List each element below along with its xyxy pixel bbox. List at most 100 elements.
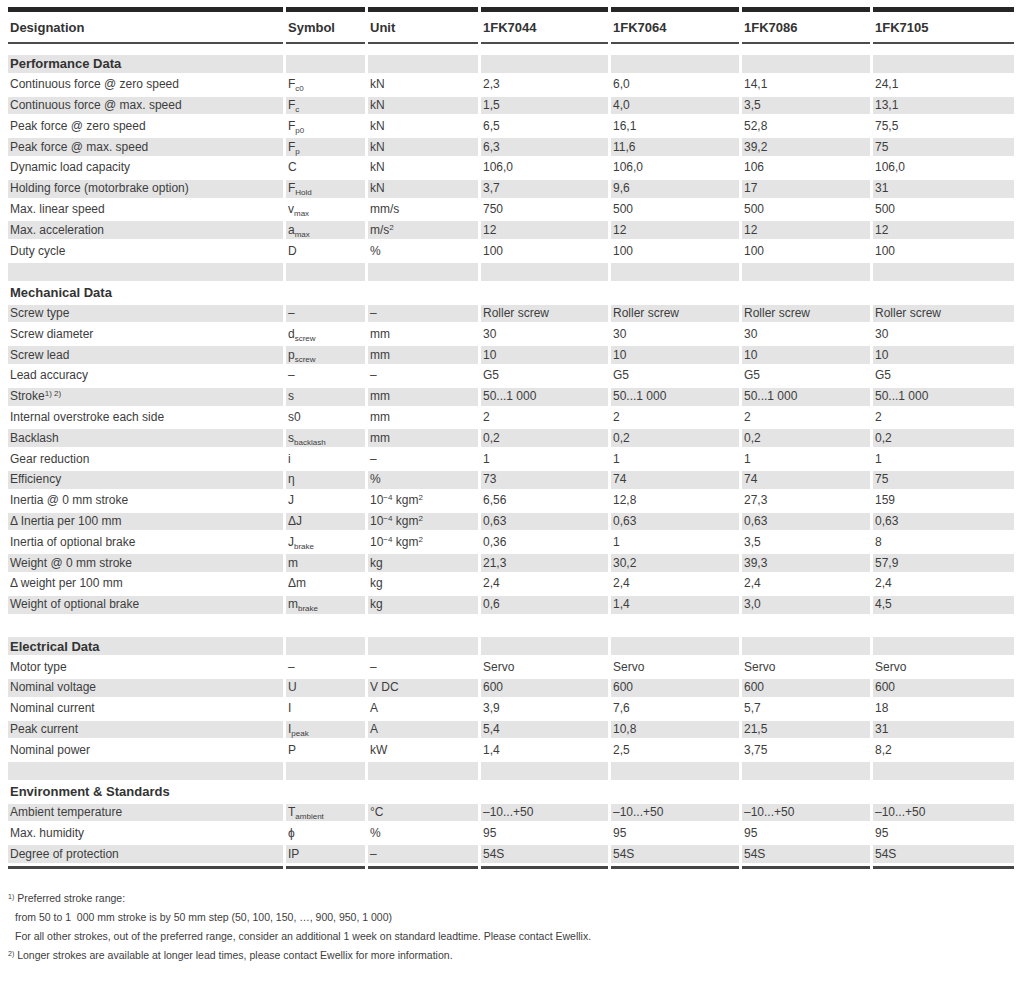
section-header-cell bbox=[286, 637, 365, 655]
value-cell: 52,8 bbox=[742, 117, 870, 135]
table-row: Peak force @ max. speedFpkN6,311,639,275 bbox=[8, 138, 1014, 156]
value-cell: 600 bbox=[873, 679, 1014, 697]
value-cell: 21,3 bbox=[481, 554, 608, 572]
table-row: Efficiencyη%73747475 bbox=[8, 471, 1014, 489]
value-cell: 2 bbox=[481, 409, 608, 427]
bottom-rule-cell bbox=[873, 866, 1014, 869]
spacer-cell bbox=[8, 263, 283, 281]
unit-cell: kN bbox=[368, 117, 478, 135]
column-header-model-1fk7064: 1FK7064 bbox=[611, 7, 739, 44]
value-cell: 2,4 bbox=[742, 575, 870, 593]
value-cell: 12 bbox=[742, 221, 870, 239]
value-cell: G5 bbox=[611, 367, 739, 385]
value-cell: 600 bbox=[611, 679, 739, 697]
spec-table: Designation Symbol Unit 1FK7044 1FK7064 … bbox=[5, 4, 1017, 872]
unit-cell: mm bbox=[368, 346, 478, 364]
spacer-cell bbox=[8, 762, 283, 780]
table-row: Δ Inertia per 100 mmΔJ10−4 kgm20,630,630… bbox=[8, 513, 1014, 531]
value-cell: 5,4 bbox=[481, 721, 608, 739]
section-header-row: Environment & Standards bbox=[8, 783, 1014, 801]
value-cell: 54S bbox=[611, 845, 739, 863]
value-cell: 2,4 bbox=[873, 575, 1014, 593]
spacer-cell bbox=[286, 617, 365, 635]
unit-cell: mm bbox=[368, 429, 478, 447]
value-cell: 2 bbox=[742, 409, 870, 427]
section-spacer-row bbox=[8, 263, 1014, 281]
datasheet-page: Designation Symbol Unit 1FK7044 1FK7064 … bbox=[0, 0, 1024, 965]
value-cell: 600 bbox=[481, 679, 608, 697]
table-row: Degree of protectionIP–54S54S54S54S bbox=[8, 845, 1014, 863]
value-cell: 10,8 bbox=[611, 721, 739, 739]
symbol-cell: dscrew bbox=[286, 325, 365, 343]
value-cell: Roller screw bbox=[742, 305, 870, 323]
value-cell: 14,1 bbox=[742, 76, 870, 94]
value-cell: 2,3 bbox=[481, 76, 608, 94]
table-row: Screw leadpscrewmm10101010 bbox=[8, 346, 1014, 364]
section-header-cell bbox=[873, 55, 1014, 73]
column-header-symbol: Symbol bbox=[286, 7, 365, 44]
table-row: Nominal currentIA3,97,65,718 bbox=[8, 700, 1014, 718]
unit-cell: kN bbox=[368, 97, 478, 115]
unit-cell: 10−4 kgm2 bbox=[368, 533, 478, 551]
value-cell: 1 bbox=[611, 533, 739, 551]
section-header-cell bbox=[611, 55, 739, 73]
section-header-row: Performance Data bbox=[8, 55, 1014, 73]
symbol-cell: ϕ bbox=[286, 824, 365, 842]
value-cell: –10...+50 bbox=[742, 804, 870, 822]
value-cell: 12,8 bbox=[611, 492, 739, 510]
value-cell: 27,3 bbox=[742, 492, 870, 510]
designation-cell: Max. linear speed bbox=[8, 201, 283, 219]
designation-cell: Duty cycle bbox=[8, 242, 283, 260]
spacer-cell bbox=[873, 617, 1014, 635]
value-cell: 75 bbox=[873, 138, 1014, 156]
table-row: Holding force (motorbrake option)FHoldkN… bbox=[8, 180, 1014, 198]
table-row: Inertia @ 0 mm strokeJ10−4 kgm26,5612,82… bbox=[8, 492, 1014, 510]
symbol-cell: mbrake bbox=[286, 596, 365, 614]
symbol-cell: Fp bbox=[286, 138, 365, 156]
value-cell: Roller screw bbox=[481, 305, 608, 323]
designation-cell: Inertia @ 0 mm stroke bbox=[8, 492, 283, 510]
value-cell: 30,2 bbox=[611, 554, 739, 572]
symbol-cell: Tambient bbox=[286, 804, 365, 822]
column-header-unit: Unit bbox=[368, 7, 478, 44]
symbol-cell: η bbox=[286, 471, 365, 489]
section-header-cell bbox=[368, 637, 478, 655]
value-cell: 95 bbox=[611, 824, 739, 842]
symbol-cell: – bbox=[286, 367, 365, 385]
value-cell: 75 bbox=[873, 471, 1014, 489]
section-header-cell bbox=[742, 783, 870, 801]
value-cell: 50...1 000 bbox=[611, 388, 739, 406]
value-cell: 8 bbox=[873, 533, 1014, 551]
table-row: Max. linear speedvmaxmm/s750500500500 bbox=[8, 201, 1014, 219]
table-row: Peak currentIpeakA5,410,821,531 bbox=[8, 721, 1014, 739]
value-cell: 106,0 bbox=[611, 159, 739, 177]
value-cell: 10 bbox=[742, 346, 870, 364]
table-row: Screw type––Roller screwRoller screwRoll… bbox=[8, 305, 1014, 323]
spacer-cell bbox=[611, 617, 739, 635]
unit-cell: °C bbox=[368, 804, 478, 822]
designation-cell: Peak force @ max. speed bbox=[8, 138, 283, 156]
value-cell: 3,5 bbox=[742, 533, 870, 551]
value-cell: Servo bbox=[481, 658, 608, 676]
spacer-cell bbox=[286, 762, 365, 780]
value-cell: 3,75 bbox=[742, 741, 870, 759]
value-cell: 0,2 bbox=[742, 429, 870, 447]
table-row: Weight @ 0 mm strokemkg21,330,239,357,9 bbox=[8, 554, 1014, 572]
designation-cell: Internal overstroke each side bbox=[8, 409, 283, 427]
value-cell: 50...1 000 bbox=[873, 388, 1014, 406]
value-cell: 10 bbox=[873, 346, 1014, 364]
symbol-cell: ΔJ bbox=[286, 513, 365, 531]
value-cell: 10 bbox=[611, 346, 739, 364]
table-row: Backlashsbacklashmm0,20,20,20,2 bbox=[8, 429, 1014, 447]
value-cell: 12 bbox=[873, 221, 1014, 239]
value-cell: Roller screw bbox=[873, 305, 1014, 323]
value-cell: 30 bbox=[873, 325, 1014, 343]
section-header-row: Electrical Data bbox=[8, 637, 1014, 655]
value-cell: 95 bbox=[873, 824, 1014, 842]
value-cell: 12 bbox=[481, 221, 608, 239]
value-cell: 9,6 bbox=[611, 180, 739, 198]
section-header-row: Mechanical Data bbox=[8, 284, 1014, 302]
value-cell: 0,2 bbox=[873, 429, 1014, 447]
value-cell: G5 bbox=[873, 367, 1014, 385]
spacer-cell bbox=[742, 263, 870, 281]
